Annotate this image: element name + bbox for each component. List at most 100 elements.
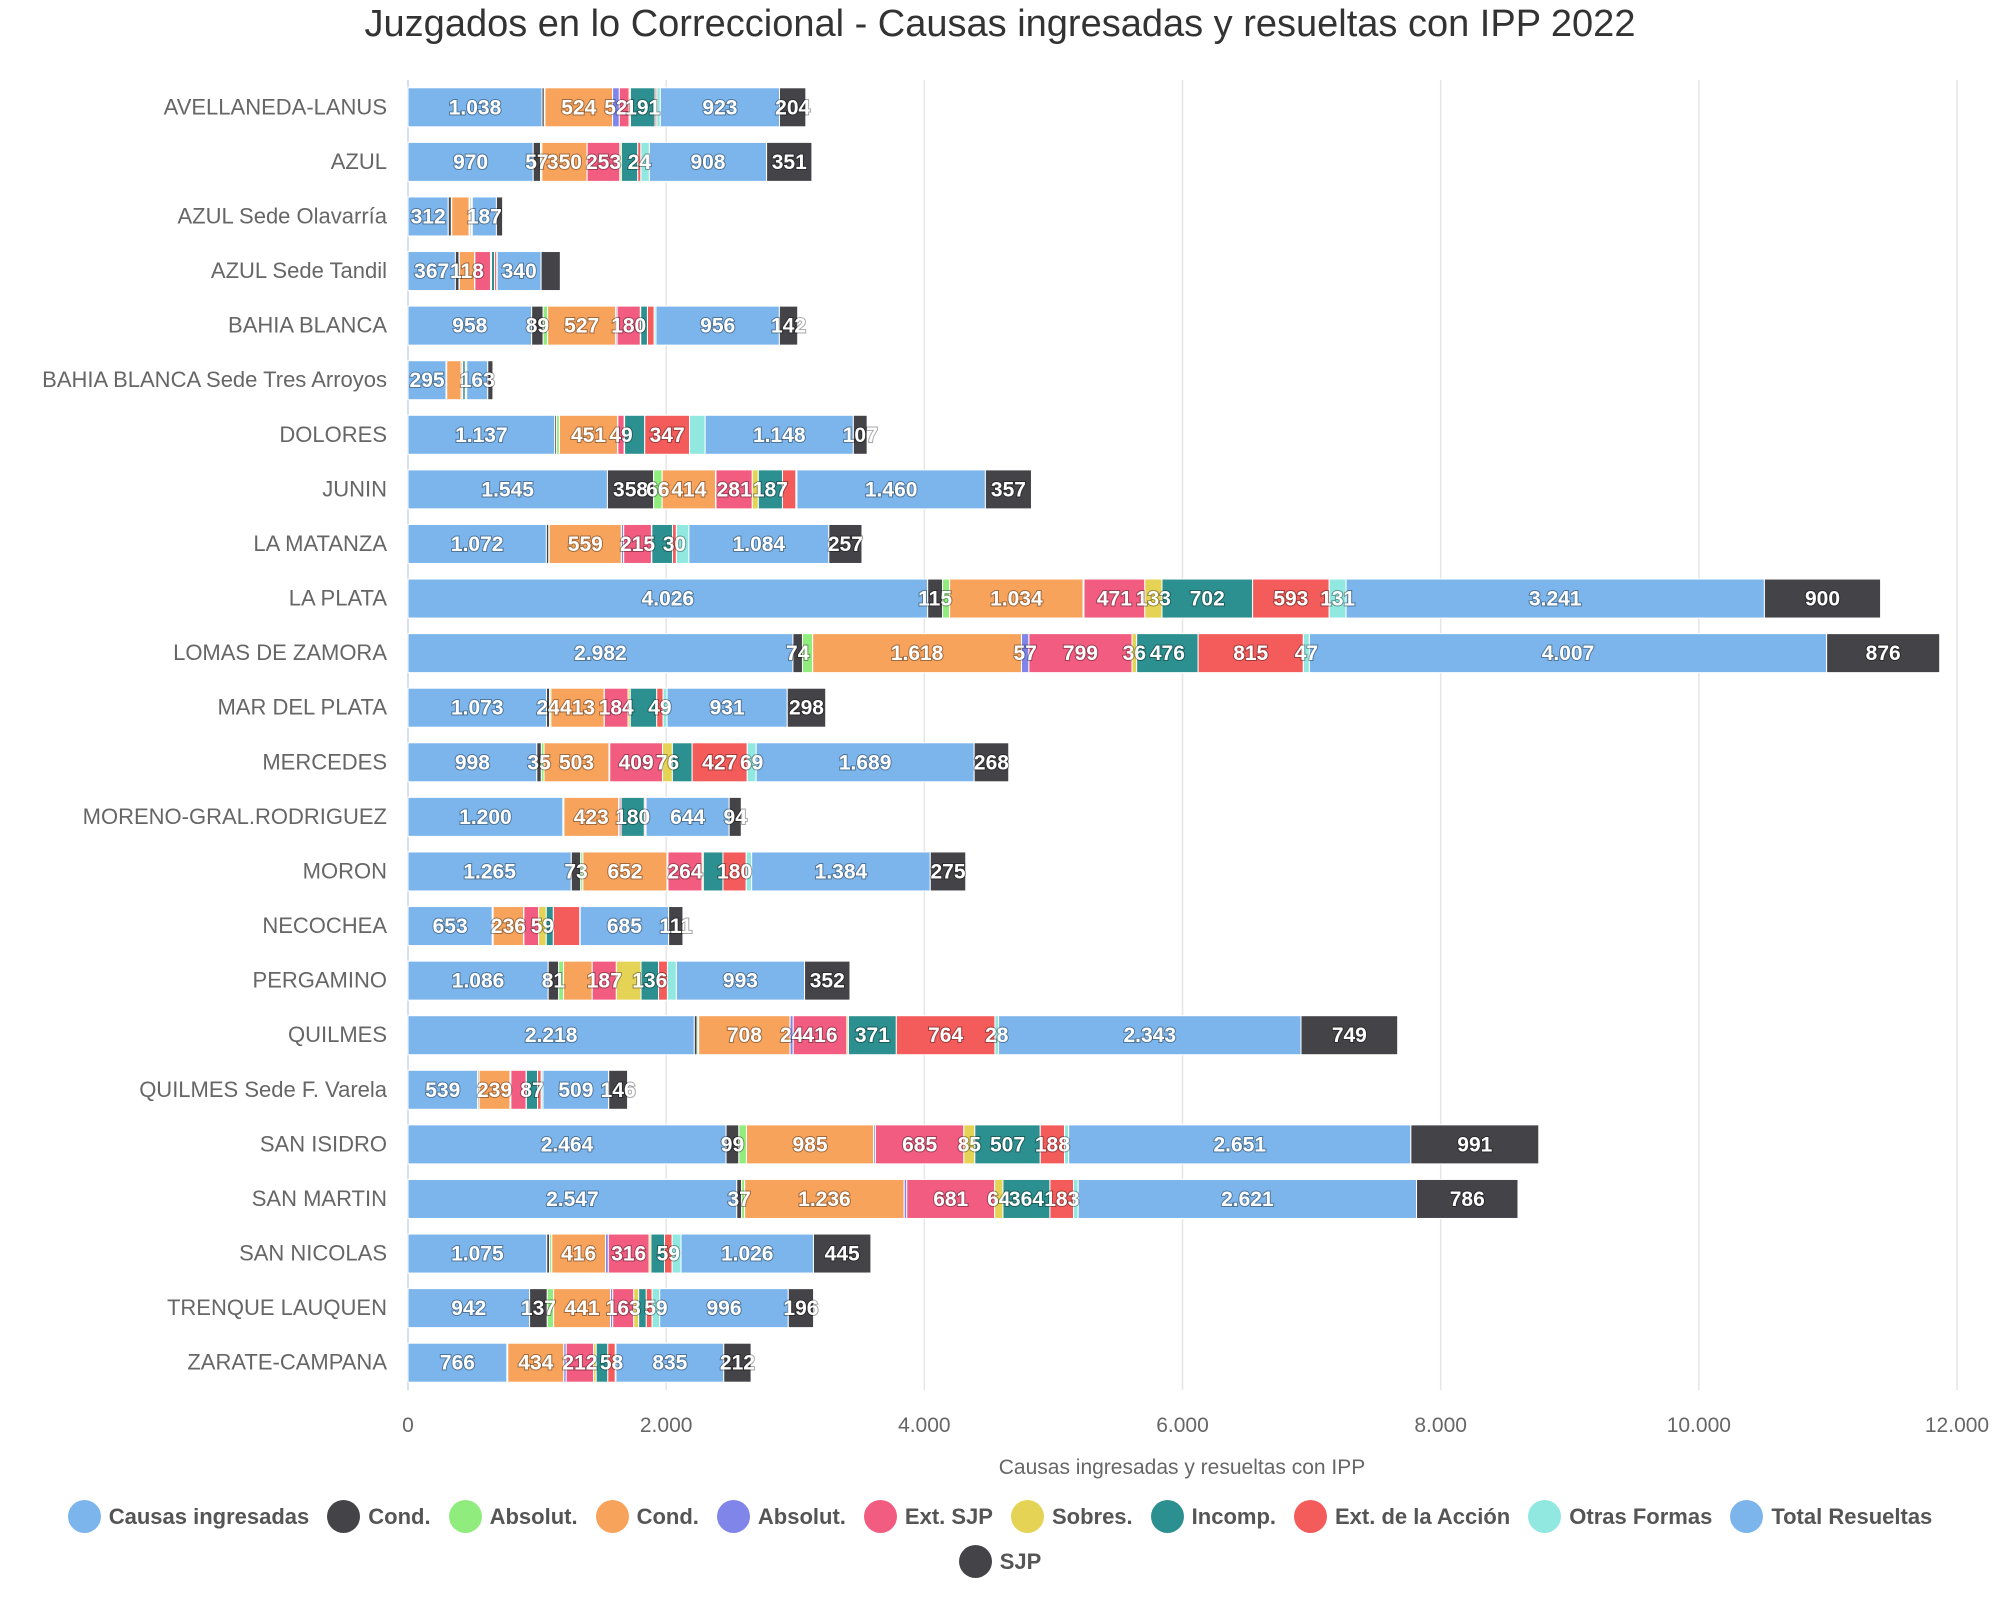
bar-segment [661,469,717,510]
data-label: 423 [574,806,609,829]
bar-segment [786,687,827,728]
data-label: 1.137 [455,424,508,447]
data-label: 358 [613,478,648,501]
bar-segment [973,742,1010,783]
legend-item[interactable]: Absolut. [716,1500,846,1533]
data-label: 1.689 [839,751,892,774]
tick-label: 12.000 [1925,1414,1989,1437]
category-label: SAN ISIDRO [260,1131,387,1156]
data-label: 187 [587,970,622,993]
category-label: JUNIN [322,476,387,501]
data-label: 908 [690,151,725,174]
data-label: 215 [620,533,655,556]
legend-label: Otras Formas [1569,1503,1713,1529]
bar-segment [553,1288,612,1329]
data-label: 118 [450,260,484,283]
data-label: 509 [558,1079,593,1102]
legend-marker-icon [1730,1500,1764,1533]
bar-segment [407,87,543,128]
legend-marker-icon [595,1500,629,1533]
data-label: 115 [918,588,952,611]
category-label: PERGAMINO [253,968,387,993]
data-label: 352 [810,970,845,993]
bar-segment [609,742,664,783]
data-label: 644 [670,806,705,829]
legend-item[interactable]: Incomp. [1150,1500,1276,1533]
bar-segment [496,251,542,292]
bar-segment [796,469,986,510]
data-label: 89 [526,315,549,338]
data-label: 239 [477,1079,512,1102]
legend-item[interactable]: Absolut. [448,1500,578,1533]
data-label: 931 [710,697,745,720]
legend-item[interactable]: Cond. [595,1500,699,1533]
legend-item[interactable]: Causas ingresadas [67,1500,309,1533]
bar-segment [407,742,538,783]
legend-marker-icon [716,1500,750,1533]
data-label: 900 [1805,588,1840,611]
data-label: 136 [632,970,667,993]
bar-segment [487,360,494,401]
bar-segment [766,141,813,182]
data-label: 2.218 [525,1024,578,1047]
bar-segment [551,1233,606,1274]
legend-label: Sobres. [1051,1503,1133,1529]
data-label: 476 [1150,642,1185,665]
bar-segment [998,1015,1302,1056]
data-label: 59 [531,915,554,938]
bar-segment [606,469,655,510]
data-label: 107 [843,424,878,447]
legend-label: Absolut. [757,1503,846,1529]
data-label: 163 [606,1297,641,1320]
bar-segment [1039,1124,1066,1165]
bar-segment [1161,578,1254,619]
bar-segment [1308,633,1828,674]
data-label: 184 [599,697,634,720]
data-label: 371 [855,1024,890,1047]
data-label: 30 [663,533,686,556]
data-label: 188 [1035,1133,1070,1156]
tick-label: 8.000 [1414,1414,1467,1437]
category-label: MORON [303,858,387,883]
data-label: 24 [780,1024,804,1047]
data-label: 69 [740,751,763,774]
legend-item[interactable]: Cond. [327,1500,431,1533]
bar-segment [698,1015,791,1056]
category-label: TRENQUE LAUQUEN [167,1295,387,1320]
bar-segment [407,796,564,837]
bar-segment [407,469,608,510]
data-label: 253 [586,151,621,174]
legend-item[interactable]: Otras Formas [1528,1500,1712,1533]
data-label: 1.075 [451,1243,504,1266]
bar-segment [659,87,781,128]
data-label: 708 [727,1024,762,1047]
data-label: 57 [525,151,548,174]
data-label: 66 [646,478,669,501]
legend: Causas ingresadas Cond. Absolut. Cond. Absol… [10,1500,1990,1578]
data-label: 815 [1233,642,1268,665]
bar-segment [655,305,780,346]
data-label: 451 [571,424,606,447]
data-label: 146 [601,1079,636,1102]
tick-label: 0 [402,1414,414,1437]
legend-item[interactable]: SJP [958,1545,1041,1578]
data-label: 1.086 [452,970,505,993]
legend-item[interactable]: Ext. de la Acción [1294,1500,1510,1533]
data-label: 685 [607,915,642,938]
data-label: 1.073 [451,697,504,720]
bar-segment [779,87,807,128]
bar-segment [828,523,863,564]
data-label: 316 [611,1243,646,1266]
bar-segment [407,251,456,292]
legend-marker-icon [1150,1500,1184,1533]
tick-label: 6.000 [1156,1414,1209,1437]
category-axis: AVELLANEDA-LANUS AZUL AZUL Sede Olavarría A… [42,94,388,1374]
bar-segment [1083,578,1146,619]
data-label: 991 [1457,1133,1492,1156]
legend-item[interactable]: Ext. SJP [863,1500,993,1533]
legend-item[interactable]: Sobres. [1010,1500,1133,1533]
bar-segment [646,305,655,346]
legend-item[interactable]: Total Resueltas [1730,1500,1932,1533]
bar-segment [715,469,753,510]
data-label: 298 [789,697,824,720]
